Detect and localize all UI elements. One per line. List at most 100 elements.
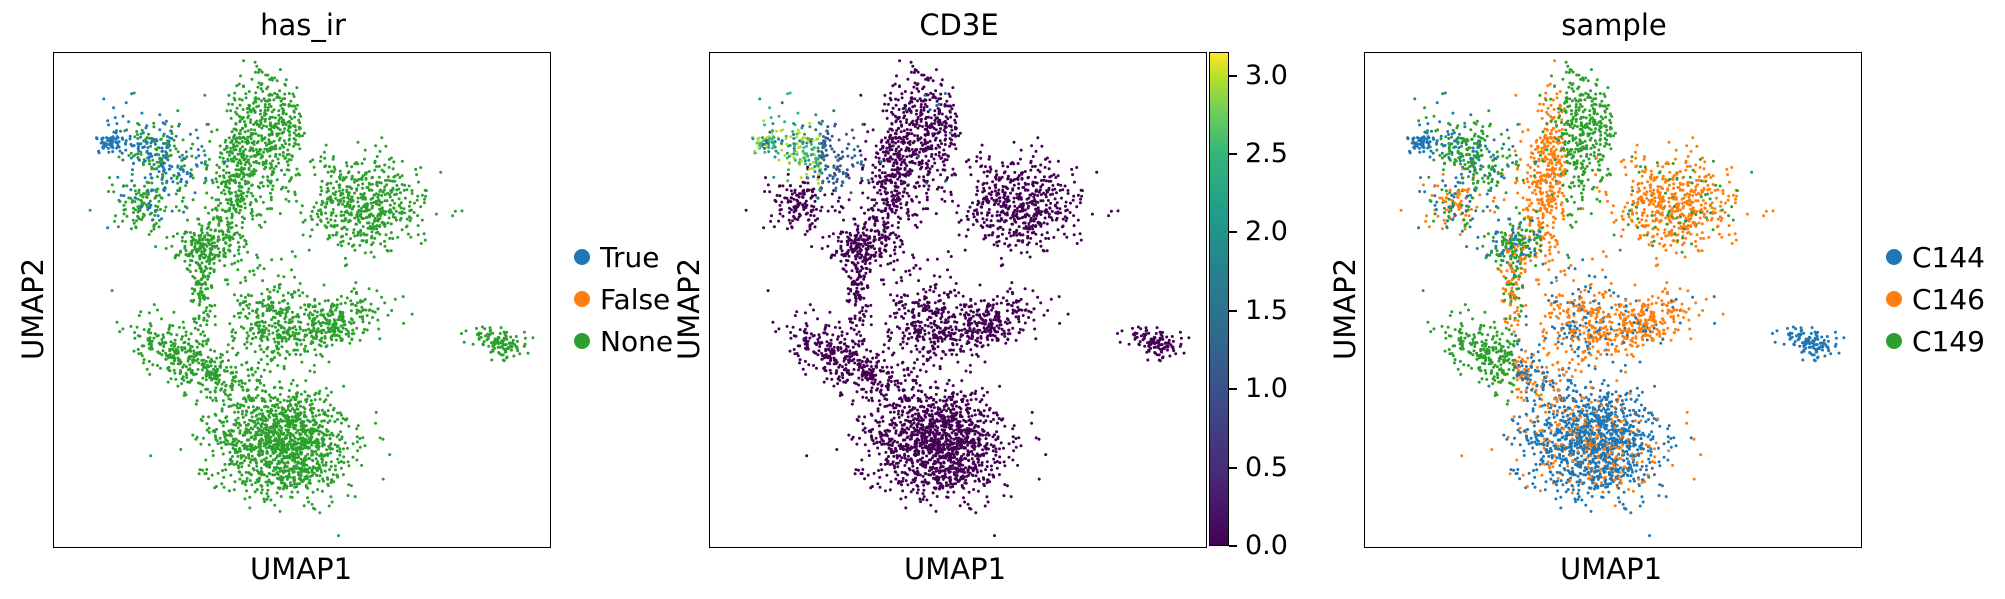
- scatter-point: [245, 337, 249, 340]
- scatter-point: [172, 362, 176, 366]
- scatter-point: [228, 181, 231, 185]
- scatter-point: [994, 447, 998, 451]
- scatter-point: [112, 106, 116, 110]
- scatter-point: [424, 189, 428, 193]
- scatter-point: [290, 292, 294, 296]
- scatter-point: [294, 352, 298, 356]
- scatter-point: [259, 181, 262, 185]
- scatter-point: [271, 450, 275, 454]
- scatter-point: [255, 406, 259, 410]
- scatter-point: [315, 223, 319, 227]
- scatter-point: [194, 437, 198, 441]
- scatter-point: [197, 222, 201, 226]
- scatter-point: [370, 182, 374, 186]
- scatter-point: [329, 218, 333, 222]
- scatter-point: [156, 364, 159, 367]
- scatter-point: [262, 497, 266, 501]
- scatter-point: [278, 153, 282, 156]
- scatter-point: [209, 348, 213, 352]
- scatter-point: [207, 157, 211, 161]
- scatter-point: [236, 268, 240, 272]
- scatter-point: [931, 491, 935, 495]
- scatter-point: [196, 241, 200, 245]
- scatter-point: [205, 319, 209, 323]
- scatter-point: [256, 315, 260, 319]
- scatter-point: [340, 244, 344, 248]
- scatter-point: [208, 234, 212, 238]
- scatter-point: [214, 399, 218, 403]
- scatter-point: [367, 181, 371, 185]
- scatter-point: [308, 466, 311, 470]
- scatter-point: [328, 419, 332, 423]
- scatter-point: [497, 336, 501, 340]
- scatter-point: [271, 469, 275, 473]
- scatter-point: [359, 192, 363, 196]
- scatter-point: [247, 166, 251, 170]
- scatter-point: [292, 110, 296, 114]
- scatter-point: [207, 477, 211, 481]
- scatter-point: [260, 339, 264, 343]
- scatter-point: [293, 124, 297, 128]
- scatter-point: [357, 204, 361, 208]
- scatter-point: [260, 138, 264, 142]
- scatter-point: [356, 217, 360, 221]
- scatter-point: [115, 320, 119, 324]
- scatter-point: [204, 282, 208, 286]
- scatter-point: [239, 311, 243, 315]
- scatter-point: [125, 214, 129, 218]
- scatter-point: [264, 446, 268, 450]
- scatter-point: [490, 358, 494, 362]
- scatter-point: [206, 287, 210, 291]
- scatter-point: [157, 170, 161, 174]
- scatter-point: [349, 299, 353, 303]
- scatter-point: [350, 290, 354, 293]
- scatter-point: [299, 411, 302, 415]
- scatter-point: [343, 217, 347, 220]
- scatter-point: [249, 211, 253, 215]
- scatter-point: [375, 184, 379, 188]
- scatter-point: [477, 336, 481, 340]
- scatter-point: [500, 339, 504, 343]
- scatter-point: [170, 165, 174, 169]
- scatter-point: [270, 125, 274, 129]
- scatter-point: [303, 446, 307, 450]
- scatter-point: [383, 193, 387, 197]
- scatter-point: [310, 209, 314, 213]
- scatter-point: [231, 455, 234, 458]
- scatter-point: [307, 394, 311, 398]
- scatter-point: [183, 244, 187, 248]
- scatter-point: [228, 249, 232, 253]
- scatter-point: [358, 338, 362, 342]
- scatter-point: [361, 315, 365, 319]
- scatter-point: [303, 475, 307, 479]
- scatter-point: [262, 444, 266, 448]
- scatter-point: [351, 302, 355, 306]
- scatter-point: [354, 290, 358, 294]
- scatter-point: [282, 139, 286, 143]
- scatter-point: [207, 225, 210, 229]
- scatter-point: [262, 331, 266, 335]
- scatter-point: [150, 139, 154, 143]
- scatter-point: [314, 337, 318, 341]
- scatter-point: [132, 91, 136, 95]
- scatter-point: [282, 398, 286, 402]
- scatter-point: [150, 211, 153, 215]
- scatter-point: [302, 338, 306, 342]
- scatter-point: [358, 243, 362, 247]
- scatter-point: [256, 85, 260, 89]
- scatter-point: [222, 188, 226, 192]
- scatter-point: [274, 409, 278, 413]
- scatter-point: [146, 156, 150, 160]
- scatter-point: [286, 460, 290, 464]
- scatter-point: [211, 181, 215, 185]
- scatter-point: [229, 116, 233, 120]
- scatter-point: [341, 311, 345, 314]
- scatter-point: [139, 193, 143, 197]
- scatter-point: [227, 136, 231, 140]
- scatter-point: [298, 282, 302, 285]
- scatter-point: [339, 324, 343, 328]
- scatter-point: [249, 201, 253, 205]
- scatter-point: [229, 442, 233, 446]
- scatter-point: [240, 98, 244, 102]
- scatter-point: [378, 436, 382, 440]
